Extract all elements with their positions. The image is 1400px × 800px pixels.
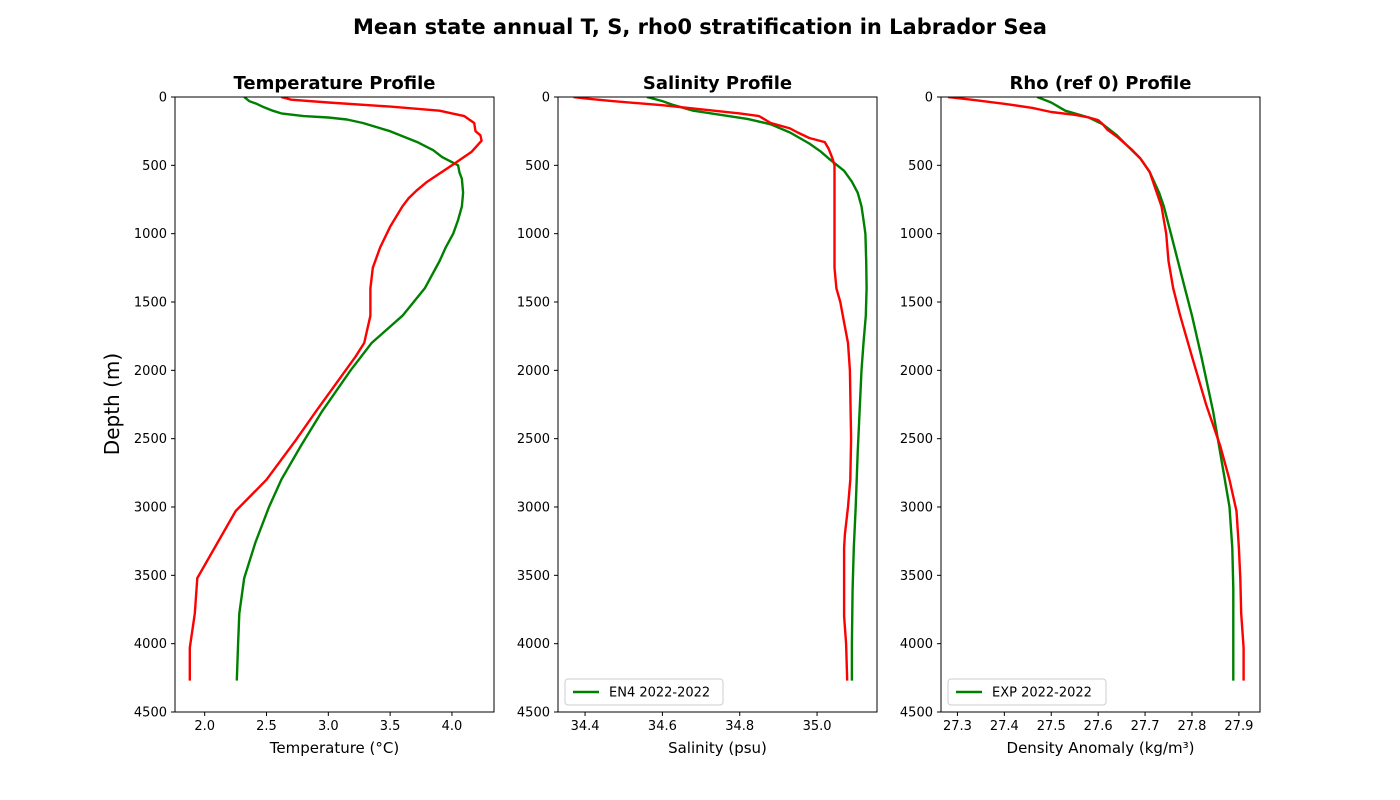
x-tick-label: 2.5: [256, 719, 277, 734]
figure-title: Mean state annual T, S, rho0 stratificat…: [353, 15, 1047, 39]
y-tick-label: 500: [908, 159, 933, 174]
y-tick-label: 3500: [134, 569, 167, 584]
y-tick-label: 2500: [900, 432, 933, 447]
legend-box: [947, 678, 1107, 706]
x-tick-label: 27.5: [1037, 719, 1066, 734]
legend-density: EXP 2022-2022: [947, 678, 1107, 706]
y-tick-label: 1000: [517, 227, 550, 242]
series-line-exp-salinity: [573, 97, 853, 681]
y-tick-label: 1500: [517, 296, 550, 311]
y-tick-label: 2000: [134, 364, 167, 379]
series-line-en4-temperature: [235, 97, 465, 681]
x-tick-label: 27.6: [1084, 719, 1113, 734]
legend-salinity: EN4 2022-2022: [564, 678, 724, 706]
x-tick-label: 34.8: [725, 719, 754, 734]
x-tick-label: 27.7: [1131, 719, 1160, 734]
legend-box: [564, 678, 724, 706]
y-tick-label: 3000: [900, 501, 933, 516]
y-tick-label: 2500: [517, 432, 550, 447]
y-tick-label: 4500: [900, 706, 933, 721]
y-tick-label: 1500: [900, 296, 933, 311]
x-tick-label: 27.3: [943, 719, 972, 734]
x-tick-label: 27.9: [1224, 719, 1253, 734]
panel-salinity: Salinity Profile 0 500 1000 1500 2000 2500 3000…: [517, 73, 878, 757]
y-tick-label: 1500: [134, 296, 167, 311]
legend-label: EXP 2022-2022: [992, 686, 1092, 701]
x-tick-label: 27.4: [990, 719, 1019, 734]
series-line-exp-temperature: [188, 97, 483, 681]
panel-title-density: Rho (ref 0) Profile: [1010, 73, 1192, 94]
y-tick-label: 3000: [134, 501, 167, 516]
axes-frame-density: [940, 96, 1261, 713]
y-tick-label: 3500: [517, 569, 550, 584]
y-tick-label: 0: [159, 91, 167, 106]
y-tick-label: 3000: [517, 501, 550, 516]
y-tick-label: 0: [542, 91, 550, 106]
y-tick-label: 1000: [900, 227, 933, 242]
series-line-en4-density: [1036, 97, 1235, 681]
x-axis-label-temperature: Temperature (°C): [269, 739, 399, 757]
x-tick-label: 2.0: [194, 719, 215, 734]
y-tick-label: 2500: [134, 432, 167, 447]
y-tick-label: 4500: [134, 706, 167, 721]
series-line-exp-density: [947, 97, 1245, 681]
panel-title-temperature: Temperature Profile: [234, 73, 436, 94]
x-tick-label: 3.5: [380, 719, 401, 734]
x-tick-label: 35.0: [803, 719, 832, 734]
y-tick-label: 4000: [900, 637, 933, 652]
x-tick-label: 27.8: [1178, 719, 1207, 734]
y-tick-label: 500: [525, 159, 550, 174]
x-tick-label: 4.0: [442, 719, 463, 734]
x-axis-label-salinity: Salinity (psu): [668, 739, 767, 757]
y-tick-label: 2000: [517, 364, 550, 379]
x-tick-label: 34.4: [571, 719, 600, 734]
x-tick-label: 34.6: [648, 719, 677, 734]
y-tick-label: 2000: [900, 364, 933, 379]
series-line-en4-salinity: [646, 97, 868, 681]
y-tick-label: 3500: [900, 569, 933, 584]
panel-temperature: Temperature Profile 0 500 1000 1500 2000 2500 3…: [134, 73, 495, 757]
panel-title-salinity: Salinity Profile: [643, 73, 792, 94]
y-tick-label: 0: [925, 91, 933, 106]
y-axis-label: Depth (m): [100, 353, 124, 455]
legend-label: EN4 2022-2022: [609, 686, 710, 701]
panel-density: Rho (ref 0) Profile 0 500 1000 1500 2000 2500 3…: [900, 73, 1261, 757]
y-tick-label: 4000: [134, 637, 167, 652]
y-tick-label: 4000: [517, 637, 550, 652]
y-tick-label: 1000: [134, 227, 167, 242]
axes-frame-temperature: [174, 96, 495, 713]
x-tick-label: 3.0: [318, 719, 339, 734]
axes-frame-salinity: [557, 96, 878, 713]
x-axis-label-density: Density Anomaly (kg/m³): [1007, 739, 1195, 757]
y-tick-label: 4500: [517, 706, 550, 721]
y-tick-label: 500: [142, 159, 167, 174]
